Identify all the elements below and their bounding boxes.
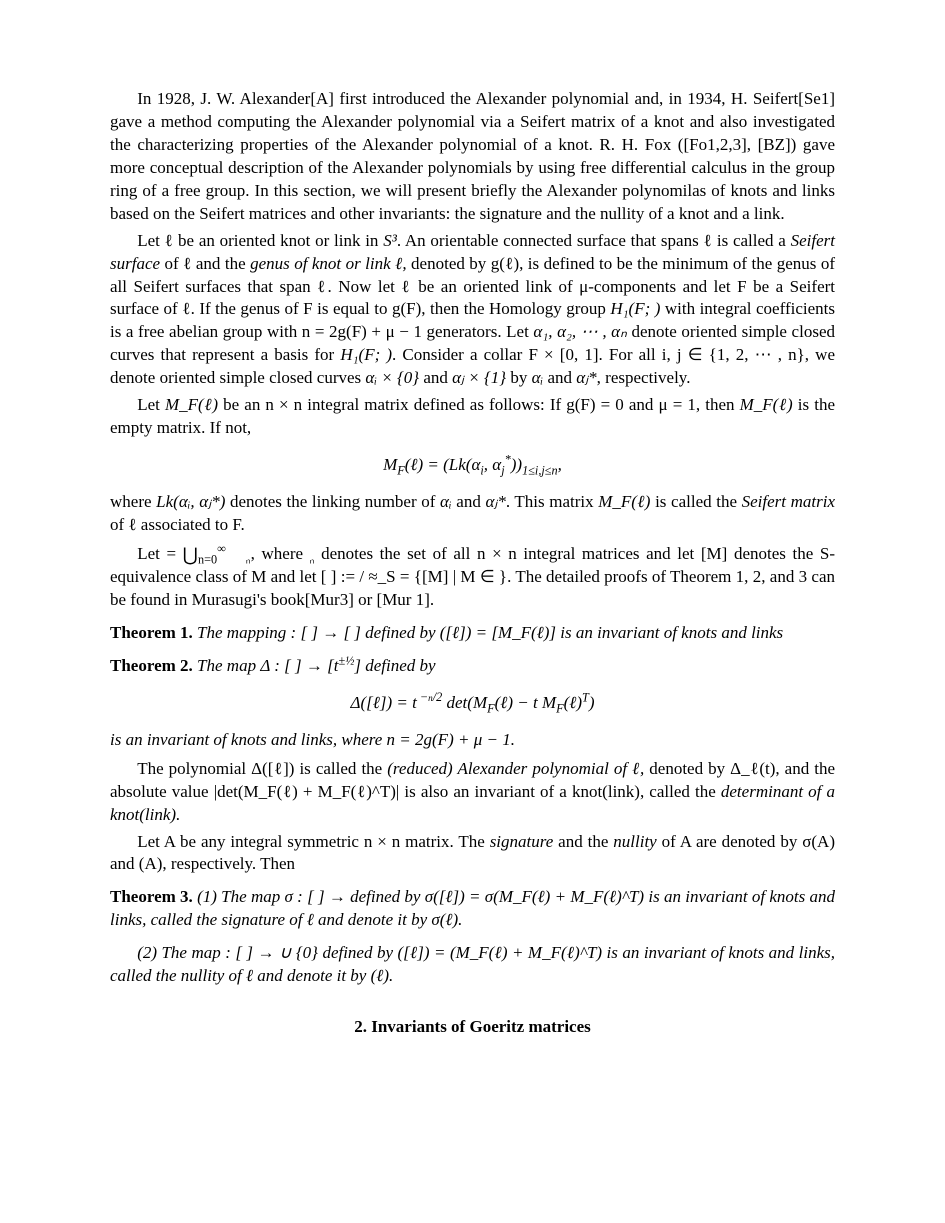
term-signature: signature <box>490 832 554 851</box>
math-aj-star: αⱼ* <box>576 368 596 387</box>
text: Let ℓ be an oriented knot or link in <box>137 231 383 250</box>
theorem-3-body-1: (1) The map σ : [ ] → defined by σ([ℓ]) … <box>110 887 835 929</box>
text: , respectively. <box>597 368 691 387</box>
paragraph-intro: In 1928, J. W. Alexander[A] first introd… <box>110 88 835 226</box>
math-union-sub: n=0 <box>198 552 217 566</box>
theorem-3-part1: Theorem 3. (1) The map σ : [ ] → defined… <box>110 886 835 932</box>
text: Let A be any integral symmetric n × n ma… <box>137 832 490 851</box>
math-lk: Lk(αᵢ, αⱼ*) <box>156 492 225 511</box>
math-s3: S³ <box>383 231 397 250</box>
text: of ℓ associated to F. <box>110 515 245 534</box>
theorem-1-body: The mapping : [ ] → [ ] defined by ([ℓ])… <box>193 623 783 642</box>
paragraph-signature-def: Let A be any integral symmetric n × n ma… <box>110 831 835 877</box>
math-mf: M_F(ℓ) <box>165 395 218 414</box>
theorem-3-head: Theorem 3. <box>110 887 193 906</box>
eq-text: MF(ℓ) = (Lk(αi, αj*))1≤i,j≤n, <box>383 455 562 474</box>
page: In 1928, J. W. Alexander[A] first introd… <box>0 0 945 1223</box>
theorem-2-body-b: ] defined by <box>354 656 435 675</box>
theorem-2: Theorem 2. The map Δ : [ ] → [t±½] defin… <box>110 655 835 678</box>
math-aj-x1: αⱼ × {1} <box>452 368 506 387</box>
text: and the <box>553 832 613 851</box>
text: is called the <box>650 492 741 511</box>
text: . An orientable connected surface that s… <box>397 231 791 250</box>
text: and <box>452 492 486 511</box>
paragraph-lk: where Lk(αᵢ, αⱼ*) denotes the linking nu… <box>110 491 835 537</box>
math-ai-x0: αᵢ × {0} <box>365 368 419 387</box>
text: be an n × n integral matrix defined as f… <box>218 395 740 414</box>
paragraph-alexander-poly: The polynomial Δ([ℓ]) is called the (red… <box>110 758 835 827</box>
math-union-icon: ⋃ <box>183 545 198 566</box>
text: denotes the linking number of <box>225 492 440 511</box>
math-ai: αᵢ <box>532 368 544 387</box>
text: where <box>110 492 156 511</box>
term-nullity: nullity <box>613 832 656 851</box>
text: and <box>419 368 452 387</box>
math-mf-3: M_F(ℓ) <box>598 492 650 511</box>
math-union-sup: ∞ <box>217 541 226 555</box>
math-h1f: H₁(F; ) <box>610 299 660 318</box>
text: by <box>506 368 532 387</box>
math-aj-star-2: αⱼ* <box>485 492 505 511</box>
section-2-title: 2. Invariants of Goeritz matrices <box>110 1016 835 1039</box>
paragraph-s-equiv: Let = ⋃n=0∞ ₙ, where ₙ denotes the set o… <box>110 541 835 612</box>
theorem-2-head: Theorem 2. <box>110 656 193 675</box>
text: of ℓ and the <box>160 254 250 273</box>
theorem-2-tail: is an invariant of knots and links, wher… <box>110 729 835 752</box>
term-alexander-poly: (reduced) Alexander polynomial of ℓ, <box>387 759 644 778</box>
text: The polynomial Δ([ℓ]) is called the <box>137 759 387 778</box>
equation-alexander: Δ([ℓ]) = t −n/2 det(MF(ℓ) − t MF(ℓ)T) <box>110 692 835 715</box>
theorem-3-part2: (2) The map : [ ] → ∪ {0} defined by ([ℓ… <box>110 942 835 988</box>
math-alphas: α₁, α₂, ⋯ , αₙ <box>533 322 626 341</box>
paragraph-seifert-def: Let ℓ be an oriented knot or link in S³.… <box>110 230 835 391</box>
math-t-pm-half: ±½ <box>338 653 354 667</box>
equation-seifert-matrix: MF(ℓ) = (Lk(αi, αj*))1≤i,j≤n, <box>110 454 835 477</box>
text: , where <box>251 544 310 563</box>
text: Let <box>137 395 165 414</box>
paragraph-mf-def: Let M_F(ℓ) be an n × n integral matrix d… <box>110 394 835 440</box>
text: and <box>543 368 576 387</box>
theorem-2-body-a: The map Δ : [ ] → [t <box>193 656 339 675</box>
theorem-1: Theorem 1. The mapping : [ ] → [ ] defin… <box>110 622 835 645</box>
text: Let = <box>137 544 182 563</box>
text: . This matrix <box>506 492 598 511</box>
math-ai-2: αᵢ <box>440 492 452 511</box>
term-genus: genus of knot or link ℓ, <box>250 254 407 273</box>
math-mf-2: M_F(ℓ) <box>740 395 793 414</box>
math-h1f-2: H₁(F; ) <box>340 345 392 364</box>
eq-text-2: Δ([ℓ]) = t −n/2 det(MF(ℓ) − t MF(ℓ)T) <box>351 693 595 712</box>
theorem-1-head: Theorem 1. <box>110 623 193 642</box>
term-seifert-matrix: Seifert matrix <box>742 492 835 511</box>
